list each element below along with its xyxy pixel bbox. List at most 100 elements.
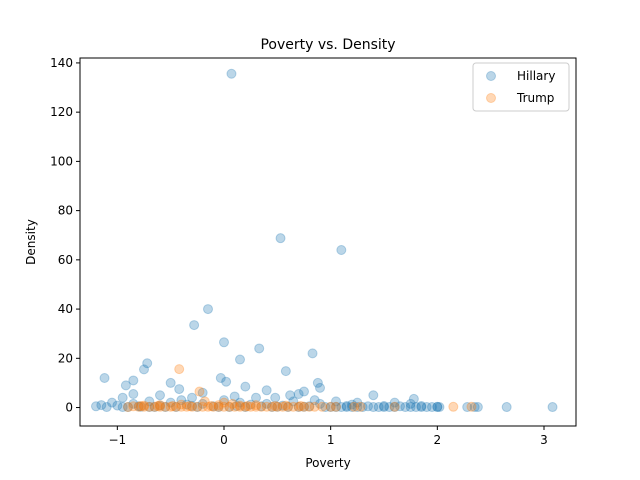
data-point-hillary <box>432 402 443 413</box>
data-point-hillary <box>307 348 318 359</box>
data-point-trump <box>288 401 299 412</box>
data-point-hillary <box>231 401 242 412</box>
data-point-hillary <box>155 390 165 401</box>
data-point-trump <box>165 401 176 412</box>
data-point-hillary <box>215 373 226 383</box>
data-point-trump <box>208 401 219 412</box>
data-point-trump <box>256 401 267 412</box>
data-point-hillary <box>325 402 336 413</box>
data-point-hillary <box>293 389 304 399</box>
data-point-hillary <box>347 402 357 413</box>
data-point-hillary <box>120 380 131 391</box>
y-tick-label: 0 <box>65 401 73 415</box>
data-point-hillary <box>379 402 389 413</box>
data-point-hillary <box>165 377 176 388</box>
data-point-hillary <box>181 399 192 410</box>
data-point-hillary <box>245 399 256 410</box>
data-point-trump <box>213 400 224 411</box>
data-point-hillary <box>405 402 416 413</box>
data-point-trump <box>219 397 229 408</box>
data-point-hillary <box>267 402 277 413</box>
data-point-hillary <box>285 390 296 401</box>
data-point-hillary <box>389 397 400 408</box>
data-point-hillary <box>261 398 272 409</box>
data-point-hillary <box>320 402 331 413</box>
data-point-hillary <box>288 396 299 407</box>
x-tick-label: 3 <box>540 433 548 447</box>
data-point-hillary <box>128 398 139 409</box>
data-point-trump <box>227 398 238 409</box>
data-point-trump <box>245 401 256 412</box>
data-point-trump <box>295 401 306 412</box>
x-tick-label: 2 <box>434 433 442 447</box>
data-point-hillary <box>128 375 139 386</box>
legend-label-trump: Trump <box>516 91 554 105</box>
data-point-trump <box>160 401 171 412</box>
data-point-hillary <box>304 401 315 412</box>
legend-label-hillary: Hillary <box>517 69 555 83</box>
data-point-hillary <box>189 320 200 331</box>
data-point-hillary <box>363 401 373 412</box>
data-point-hillary <box>275 233 286 244</box>
points-layer <box>91 68 558 413</box>
data-point-hillary <box>235 354 245 365</box>
data-point-hillary <box>142 358 153 369</box>
data-point-hillary <box>501 402 512 413</box>
data-point-trump <box>267 401 277 412</box>
data-point-trump <box>229 401 240 412</box>
data-point-hillary <box>277 400 288 411</box>
data-point-trump <box>235 400 245 411</box>
data-point-hillary <box>235 397 245 408</box>
data-point-trump <box>448 401 459 412</box>
data-point-trump <box>181 401 192 412</box>
data-point-hillary <box>254 343 265 354</box>
data-point-trump <box>206 401 217 412</box>
data-point-hillary <box>224 402 235 413</box>
data-point-hillary <box>96 400 107 411</box>
data-point-trump <box>331 401 341 412</box>
data-point-trump <box>219 401 229 412</box>
data-point-hillary <box>336 402 347 413</box>
data-point-trump <box>309 401 320 412</box>
data-point-hillary <box>123 402 133 413</box>
data-point-trump <box>139 400 149 411</box>
data-point-hillary <box>416 401 427 412</box>
data-point-hillary <box>203 304 213 315</box>
data-point-hillary <box>462 402 473 413</box>
y-tick-label: 120 <box>50 105 73 119</box>
data-point-trump <box>155 401 165 412</box>
data-point-trump <box>242 401 253 412</box>
data-point-hillary <box>469 402 480 413</box>
data-point-hillary <box>133 401 144 412</box>
x-axis-ticks: −1 0 1 2 3 <box>108 426 548 447</box>
data-point-trump <box>280 400 291 411</box>
data-point-hillary <box>256 401 267 412</box>
data-point-hillary <box>416 402 427 413</box>
data-point-hillary <box>280 366 291 377</box>
data-point-hillary <box>315 382 325 393</box>
data-point-hillary <box>341 402 352 413</box>
y-axis-ticks: 0 20 40 60 80 100 120 140 <box>50 56 80 415</box>
data-point-hillary <box>99 373 110 383</box>
y-tick-label: 40 <box>58 302 73 316</box>
data-point-trump <box>128 401 139 412</box>
data-point-hillary <box>368 402 379 413</box>
data-point-hillary <box>432 401 443 412</box>
data-point-hillary <box>341 401 352 412</box>
data-point-hillary <box>165 397 176 408</box>
data-point-hillary <box>213 402 224 413</box>
data-point-trump <box>135 401 146 412</box>
data-point-trump <box>466 401 477 412</box>
data-point-hillary <box>219 337 229 348</box>
data-point-hillary <box>171 402 181 413</box>
data-point-hillary <box>368 390 379 401</box>
data-point-hillary <box>192 402 203 413</box>
data-point-trump <box>197 401 208 412</box>
data-point-hillary <box>176 395 187 406</box>
data-point-hillary <box>197 387 208 398</box>
data-point-hillary <box>408 393 419 404</box>
data-point-hillary <box>389 402 400 413</box>
data-point-hillary <box>352 397 363 408</box>
data-point-hillary <box>547 402 558 413</box>
data-point-hillary <box>352 402 363 413</box>
